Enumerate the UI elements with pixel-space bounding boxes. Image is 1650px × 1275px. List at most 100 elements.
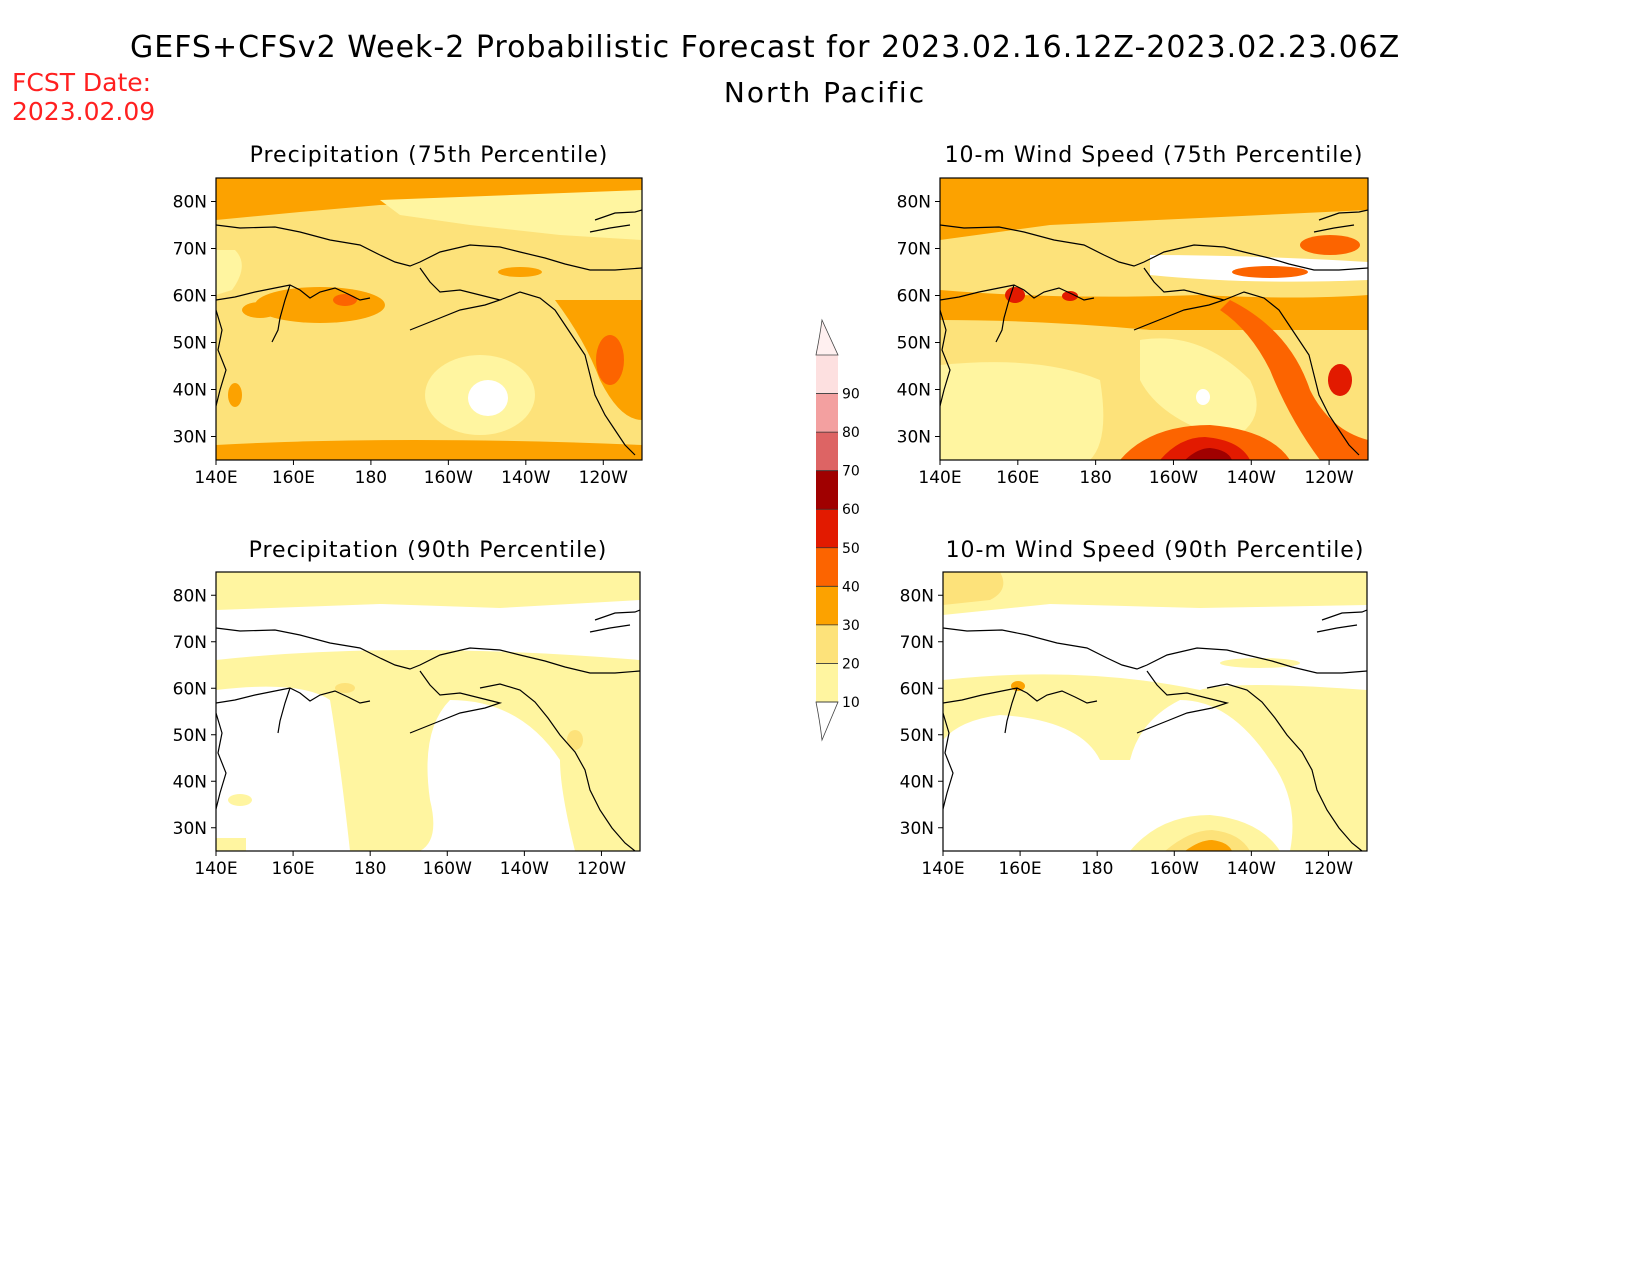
field-alaska-10-20 — [1220, 658, 1300, 668]
lon-label: 120W — [1304, 859, 1353, 879]
colorbar-swatch — [816, 586, 838, 625]
field-canada-50-60 — [1328, 364, 1352, 396]
lon-label: 140E — [918, 468, 961, 488]
lon-label: 120W — [577, 859, 626, 879]
lat-label: 60N — [900, 679, 934, 699]
coast-panel-4 — [943, 609, 1367, 851]
colorbar-label: 20 — [842, 656, 860, 672]
field-midpacific-below-10 — [468, 380, 508, 416]
lon-label: 160E — [996, 468, 1039, 488]
fcst-date-block: FCST Date: 2023.02.09 — [12, 68, 155, 126]
colorbar-swatch — [816, 624, 838, 664]
lat-label: 80N — [897, 193, 931, 213]
colorbar-swatch — [816, 470, 838, 510]
lat-label: 40N — [897, 381, 931, 401]
lat-label: 30N — [173, 428, 207, 448]
lon-label: 140W — [1227, 859, 1276, 879]
field-arctic-10-20 — [380, 190, 642, 240]
coastlines — [216, 209, 1368, 851]
frame-precip-90 — [215, 571, 641, 852]
coast-panel-3 — [216, 609, 640, 851]
lon-label: 160E — [271, 859, 314, 879]
field-south-30-40 — [1185, 840, 1232, 851]
lat-label: 30N — [897, 428, 931, 448]
field-midpacific-10-20 — [1140, 338, 1257, 440]
fcst-date-label: FCST Date: — [12, 68, 152, 97]
field-sw-10-20 — [216, 838, 246, 851]
lon-label: 160W — [1150, 859, 1199, 879]
lon-label: 160W — [1149, 468, 1198, 488]
colorbar: 10 20 30 40 50 60 70 80 90 — [815, 318, 860, 742]
fcst-date-value: 2023.02.09 — [12, 97, 156, 126]
field-coast-40-50 — [1220, 300, 1368, 460]
coast-panel-1 — [216, 209, 642, 456]
lon-label: 160E — [272, 468, 315, 488]
lat-label: 80N — [900, 586, 934, 606]
map-wind-75 — [940, 178, 1368, 460]
lat-label: 50N — [173, 334, 207, 354]
lon-label: 180 — [1081, 859, 1113, 879]
colorbar-label: 80 — [842, 425, 860, 441]
field-coast-20-30 — [567, 730, 583, 750]
map-precip-75 — [216, 178, 642, 460]
field-midlat-10-20 — [943, 674, 1367, 851]
lon-label: 160W — [424, 468, 473, 488]
lat-label: 80N — [173, 193, 207, 213]
lon-label: 180 — [1079, 468, 1111, 488]
lat-label: 70N — [897, 240, 931, 260]
field-arctic-30-40 — [940, 178, 1368, 240]
lon-label: 140E — [194, 468, 237, 488]
colorbar-label: 40 — [842, 579, 860, 595]
field-siberia-10-20 — [216, 250, 242, 295]
lat-label: 60N — [173, 287, 207, 307]
lat-label: 30N — [900, 819, 934, 839]
field-south-30-40 — [216, 440, 642, 460]
lon-label: 180 — [354, 859, 386, 879]
lat-label: 60N — [173, 679, 207, 699]
field-bering-50-60 — [1062, 291, 1078, 301]
lon-label: 140W — [1227, 468, 1276, 488]
colorbar-swatch — [816, 355, 838, 394]
field-arctic-40-50 — [1300, 235, 1360, 255]
panel-title-wind-75: 10-m Wind Speed (75th Percentile) — [944, 143, 1364, 168]
colorbar-top-cap — [815, 318, 839, 356]
lat-label: 50N — [900, 726, 934, 746]
region-subtitle: North Pacific — [723, 76, 927, 109]
forecast-title: GEFS+CFSv2 Week-2 Probabilistic Forecast… — [130, 30, 1401, 65]
lat-label: 70N — [173, 633, 207, 653]
field-alaska-40-50 — [1232, 266, 1308, 278]
coast-panel-2 — [940, 209, 1368, 456]
field-kamchatka-40-50 — [333, 294, 357, 306]
lat-label: 60N — [897, 287, 931, 307]
colorbar-label: 50 — [842, 541, 860, 557]
lat-label: 70N — [173, 240, 207, 260]
field-midpacific-below-10 — [1196, 389, 1210, 405]
field-kamchatka-30-40 — [1011, 681, 1025, 691]
panel-title-precip-90: Precipitation (90th Percentile) — [248, 538, 608, 563]
lon-label: 160W — [423, 859, 472, 879]
field-west-10-20 — [940, 362, 1104, 460]
field-japan-10-20 — [228, 794, 252, 806]
map-precip-90 — [216, 572, 640, 851]
colorbar-label: 70 — [842, 464, 860, 480]
colorbar-label: 60 — [842, 502, 860, 518]
field-south-60-70 — [1185, 448, 1232, 460]
lon-label: 140E — [194, 859, 237, 879]
lat-label: 50N — [897, 334, 931, 354]
colorbar-swatch — [816, 509, 838, 548]
colorbar-bottom-cap — [815, 701, 839, 742]
lat-label: 80N — [173, 586, 207, 606]
lat-label: 40N — [173, 772, 207, 792]
field-arctic-20-30 — [943, 572, 1004, 605]
lon-label: 140W — [500, 859, 549, 879]
field-kamchatka-50-60 — [1005, 287, 1025, 303]
panel-title-precip-75: Precipitation (75th Percentile) — [249, 143, 609, 168]
colorbar-label: 90 — [842, 387, 860, 403]
lon-label: 120W — [579, 468, 628, 488]
lon-label: 140E — [921, 859, 964, 879]
lat-label: 40N — [173, 381, 207, 401]
colorbar-label: 10 — [842, 695, 860, 711]
lat-label: 30N — [173, 819, 207, 839]
axis-labels: 80N 70N 60N 50N 40N 30N 140E 160E 180 160W 140W 120… — [173, 193, 1354, 880]
colorbar-swatch — [816, 393, 838, 433]
